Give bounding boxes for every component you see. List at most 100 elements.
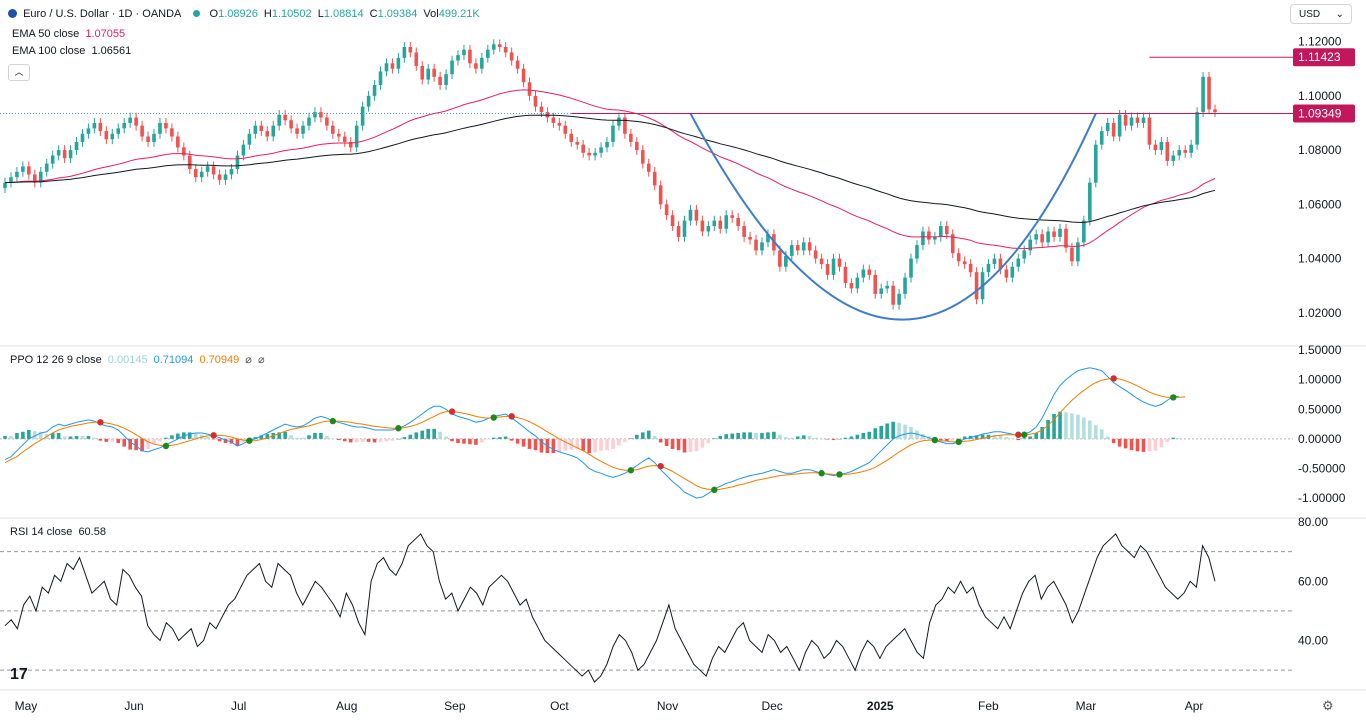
candle bbox=[670, 215, 675, 227]
candle bbox=[915, 245, 919, 259]
ppo-histogram-bar bbox=[1111, 438, 1116, 444]
candle bbox=[897, 293, 901, 305]
ppo-histogram-bar bbox=[122, 438, 127, 447]
ppo-histogram-bar bbox=[170, 435, 174, 439]
ppo-histogram-bar bbox=[313, 432, 317, 439]
ppo-cross-marker bbox=[1110, 375, 1117, 382]
ppo-histogram-bar bbox=[861, 432, 866, 439]
candle bbox=[939, 226, 943, 237]
chevron-up-icon: ︿ bbox=[14, 67, 24, 77]
candle bbox=[819, 258, 824, 265]
ppo-histogram-bar bbox=[3, 435, 7, 439]
candle bbox=[74, 141, 79, 151]
symbol-title[interactable]: Euro / U.S. Dollar · 1D · OANDA bbox=[23, 8, 182, 20]
candle bbox=[217, 174, 222, 180]
candle bbox=[199, 171, 204, 178]
ppo-histogram-bar bbox=[474, 438, 478, 445]
candle bbox=[1183, 150, 1187, 153]
currency-selector[interactable]: USD ⌄ bbox=[1290, 4, 1352, 24]
candle bbox=[223, 174, 228, 180]
candle bbox=[187, 155, 192, 170]
candle bbox=[724, 215, 729, 229]
rsi-legend[interactable]: RSI 14 close 60.58 bbox=[10, 526, 109, 538]
candle bbox=[331, 125, 335, 134]
ppo-histogram-bar bbox=[372, 438, 377, 443]
ppo-histogram-bar bbox=[253, 437, 258, 439]
ppo-histogram-bar bbox=[503, 436, 508, 439]
time-axis-tick: Feb bbox=[978, 699, 999, 713]
candle bbox=[885, 285, 889, 289]
candle bbox=[575, 141, 580, 145]
price-axis-tick: 1.10000 bbox=[1298, 89, 1342, 103]
ppo-histogram-bar bbox=[62, 436, 67, 439]
candle bbox=[420, 65, 425, 80]
volume-value: 499.21K bbox=[438, 8, 480, 20]
candle bbox=[599, 147, 603, 153]
candle bbox=[837, 258, 842, 267]
candle bbox=[342, 136, 347, 142]
ppo-legend[interactable]: PPO 12 26 9 close 0.00145 0.71094 0.7094… bbox=[10, 353, 268, 366]
price-axis-tick: 1.04000 bbox=[1298, 252, 1342, 266]
collapse-legend-button[interactable]: ︿ bbox=[8, 64, 30, 81]
ppo-histogram-bar bbox=[754, 432, 758, 439]
candle bbox=[587, 152, 591, 156]
ppo-histogram-bar bbox=[134, 438, 138, 451]
ppo-histogram-bar bbox=[801, 435, 806, 439]
ppo-histogram-bar bbox=[92, 437, 97, 439]
ppo-histogram-bar bbox=[68, 436, 73, 439]
ppo-cross-marker bbox=[448, 408, 456, 415]
candle bbox=[998, 258, 1003, 270]
candle bbox=[849, 283, 854, 289]
ppo-histogram-bar bbox=[1153, 438, 1158, 451]
ppo-histogram-bar bbox=[223, 438, 228, 444]
candle bbox=[909, 258, 913, 278]
ppo-cross-marker bbox=[329, 417, 337, 425]
ppo-histogram-bar bbox=[396, 438, 401, 440]
candle bbox=[843, 266, 848, 284]
time-axis-tick: Sep bbox=[444, 699, 466, 713]
ppo-histogram-bar bbox=[635, 434, 639, 439]
ppo-histogram-bar bbox=[575, 438, 580, 449]
ema50-legend[interactable]: EMA 50 close 1.07055 bbox=[12, 28, 128, 40]
ppo-histogram-bar bbox=[21, 431, 25, 439]
ema50-label: EMA 50 close bbox=[12, 28, 80, 40]
ppo-histogram-bar bbox=[831, 438, 836, 441]
candle bbox=[325, 117, 329, 126]
candle bbox=[313, 112, 317, 118]
ppo-histogram-bar bbox=[33, 431, 37, 439]
candle bbox=[1117, 114, 1122, 137]
rsi-axis-tick: 80.00 bbox=[1298, 515, 1328, 529]
ema100-legend[interactable]: EMA 100 close 1.06561 bbox=[12, 45, 134, 57]
ppo-histogram-bar bbox=[551, 438, 556, 454]
ppo-cross-marker bbox=[627, 467, 635, 474]
ppo-histogram-bar bbox=[110, 438, 115, 442]
candle bbox=[813, 250, 818, 259]
candle bbox=[283, 114, 287, 121]
candle bbox=[694, 209, 699, 221]
rsi-axis-tick: 60.00 bbox=[1298, 574, 1328, 588]
price-label-current: 1.09349 bbox=[1298, 106, 1342, 120]
time-axis-tick: Apr bbox=[1185, 699, 1204, 713]
candle bbox=[44, 163, 49, 172]
candle bbox=[539, 106, 544, 113]
ppo-histogram-bar bbox=[402, 437, 407, 439]
ppo-histogram-bar bbox=[1052, 414, 1056, 439]
currency-label: USD bbox=[1299, 9, 1321, 20]
candle bbox=[1123, 114, 1128, 126]
ppo-histogram-bar bbox=[974, 435, 979, 439]
ppo-histogram-bar bbox=[176, 433, 180, 439]
ppo-histogram-bar bbox=[605, 438, 609, 451]
settings-icon[interactable]: ⚙ bbox=[1322, 698, 1334, 713]
tradingview-logo[interactable]: 17 bbox=[10, 666, 28, 683]
ppo-histogram-bar bbox=[468, 438, 472, 445]
ppo-histogram-bar bbox=[1171, 437, 1176, 439]
ppo-cross-marker bbox=[97, 419, 104, 426]
candle bbox=[277, 114, 281, 126]
candle bbox=[486, 49, 490, 58]
ppo-histogram-bar bbox=[289, 435, 293, 439]
candle bbox=[1129, 117, 1134, 126]
ppo-histogram-bar bbox=[1082, 417, 1086, 439]
price-axis-tick: 1.08000 bbox=[1298, 143, 1342, 157]
ppo-histogram-bar bbox=[623, 438, 627, 442]
